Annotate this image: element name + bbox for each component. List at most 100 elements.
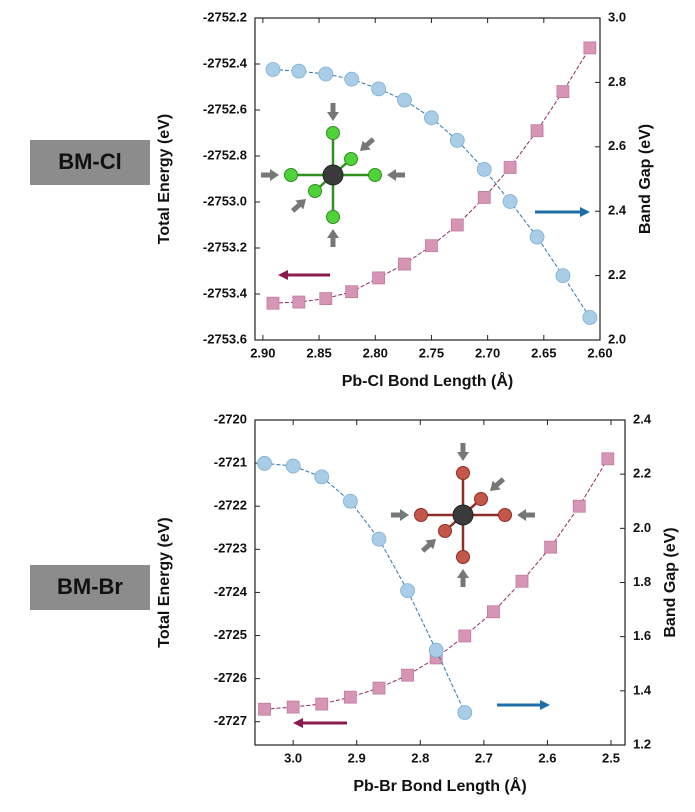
x-axis-title: Pb-Br Bond Length (Å): [353, 776, 526, 795]
circle-marker: [371, 81, 387, 97]
circle-marker: [371, 531, 387, 547]
square-marker: [401, 668, 414, 682]
ligand-atom: [456, 466, 470, 480]
y-tick-label: -2752.8: [203, 147, 247, 162]
x-tick-label: 2.70: [475, 345, 500, 360]
x-tick-label: 2.9: [348, 750, 366, 765]
circle-marker: [397, 92, 412, 108]
ligand-atom: [284, 168, 298, 182]
circle-marker: [449, 132, 465, 148]
x-axis-title: Pb-Cl Bond Length (Å): [342, 371, 514, 390]
label-box: [30, 565, 150, 610]
x-tick-label: 2.60: [587, 345, 612, 360]
x-tick-label: 2.85: [306, 345, 331, 360]
y-tick-label: -2753.6: [203, 331, 247, 346]
circle-marker: [502, 194, 518, 209]
y-tick-label: -2753.4: [203, 285, 248, 300]
compress-arrow-head: [327, 229, 339, 238]
plot-frame: [254, 419, 626, 746]
lead-atom: [322, 164, 344, 186]
ligand-atom: [326, 126, 340, 140]
circle-marker: [424, 110, 439, 126]
circle-marker: [342, 493, 358, 509]
series-line: [264, 462, 466, 713]
y-tick-label: -2727: [214, 713, 247, 728]
y2-tick-label: 2.0: [608, 331, 626, 346]
panel-label: BM-Br: [57, 574, 123, 599]
x-tick-label: 2.90: [250, 345, 275, 360]
y-tick-label: -2725: [214, 627, 247, 642]
circle-marker: [555, 268, 571, 284]
arrow-head: [293, 718, 303, 728]
square-marker: [425, 239, 438, 253]
ligand-atom: [474, 492, 488, 506]
square-marker: [503, 161, 517, 174]
circle-marker: [344, 71, 360, 87]
compress-arrow-head: [425, 538, 437, 550]
square-marker: [343, 690, 357, 704]
compress-arrow-head: [457, 452, 469, 461]
circle-marker: [291, 63, 307, 79]
y-tick-label: -2723: [214, 541, 247, 556]
compress-arrow-head: [270, 169, 279, 181]
y2-axis-title: Band Gap (eV): [662, 527, 679, 637]
y2-tick-label: 1.6: [633, 628, 651, 643]
label-box: [30, 140, 150, 185]
square-marker: [556, 85, 570, 98]
ligand-atom: [456, 550, 470, 564]
y2-tick-label: 2.6: [608, 138, 626, 153]
arrow-head: [540, 700, 550, 710]
x-tick-label: 2.80: [363, 345, 388, 360]
x-tick-label: 2.5: [602, 750, 620, 765]
square-marker: [372, 271, 386, 285]
y2-tick-label: 2.4: [633, 411, 652, 426]
y-axis-title: Total Energy (eV): [156, 114, 173, 244]
compress-arrow-head: [295, 198, 307, 210]
square-marker: [515, 574, 529, 588]
series-line: [264, 458, 609, 710]
square-marker: [315, 697, 329, 711]
square-marker: [477, 190, 491, 204]
circle-marker: [400, 583, 415, 599]
ligand-atom: [344, 152, 358, 166]
circle-marker: [529, 229, 545, 245]
arrow-head: [580, 207, 590, 217]
circle-marker: [582, 310, 598, 325]
y2-tick-label: 1.2: [633, 736, 651, 751]
circle-marker: [476, 161, 492, 177]
ligand-atom: [438, 524, 452, 538]
square-marker: [372, 681, 386, 695]
square-marker: [258, 702, 271, 716]
ligand-atom: [308, 184, 322, 198]
plot-frame: [254, 17, 601, 341]
square-marker: [487, 605, 500, 619]
compress-arrow-head: [359, 140, 371, 152]
ligand-atom: [414, 508, 428, 522]
circle-marker: [428, 642, 444, 658]
y2-tick-label: 3.0: [608, 9, 626, 24]
ligand-atom: [368, 168, 382, 182]
y-tick-label: -2752.4: [203, 55, 248, 70]
y-tick-label: -2753.2: [203, 239, 247, 254]
square-marker: [530, 124, 544, 138]
y-tick-label: -2720: [214, 411, 247, 426]
y2-tick-label: 1.8: [633, 574, 651, 589]
y2-tick-label: 1.4: [633, 682, 652, 697]
square-marker: [319, 292, 333, 306]
y2-tick-label: 2.2: [633, 466, 651, 481]
compress-arrow-head: [400, 509, 409, 521]
arrow-head: [278, 270, 288, 280]
square-marker: [266, 296, 280, 310]
square-marker: [601, 452, 615, 466]
y-tick-label: -2721: [214, 455, 247, 470]
square-marker: [572, 499, 586, 513]
y2-tick-label: 2.2: [608, 267, 626, 282]
circle-marker: [257, 455, 272, 471]
compress-arrow-head: [457, 569, 469, 578]
panel-label: BM-Cl: [58, 149, 122, 174]
y-tick-label: -2753.0: [203, 193, 247, 208]
y2-tick-label: 2.0: [633, 520, 651, 535]
ligand-atom: [326, 210, 340, 224]
y-tick-label: -2726: [214, 670, 247, 685]
